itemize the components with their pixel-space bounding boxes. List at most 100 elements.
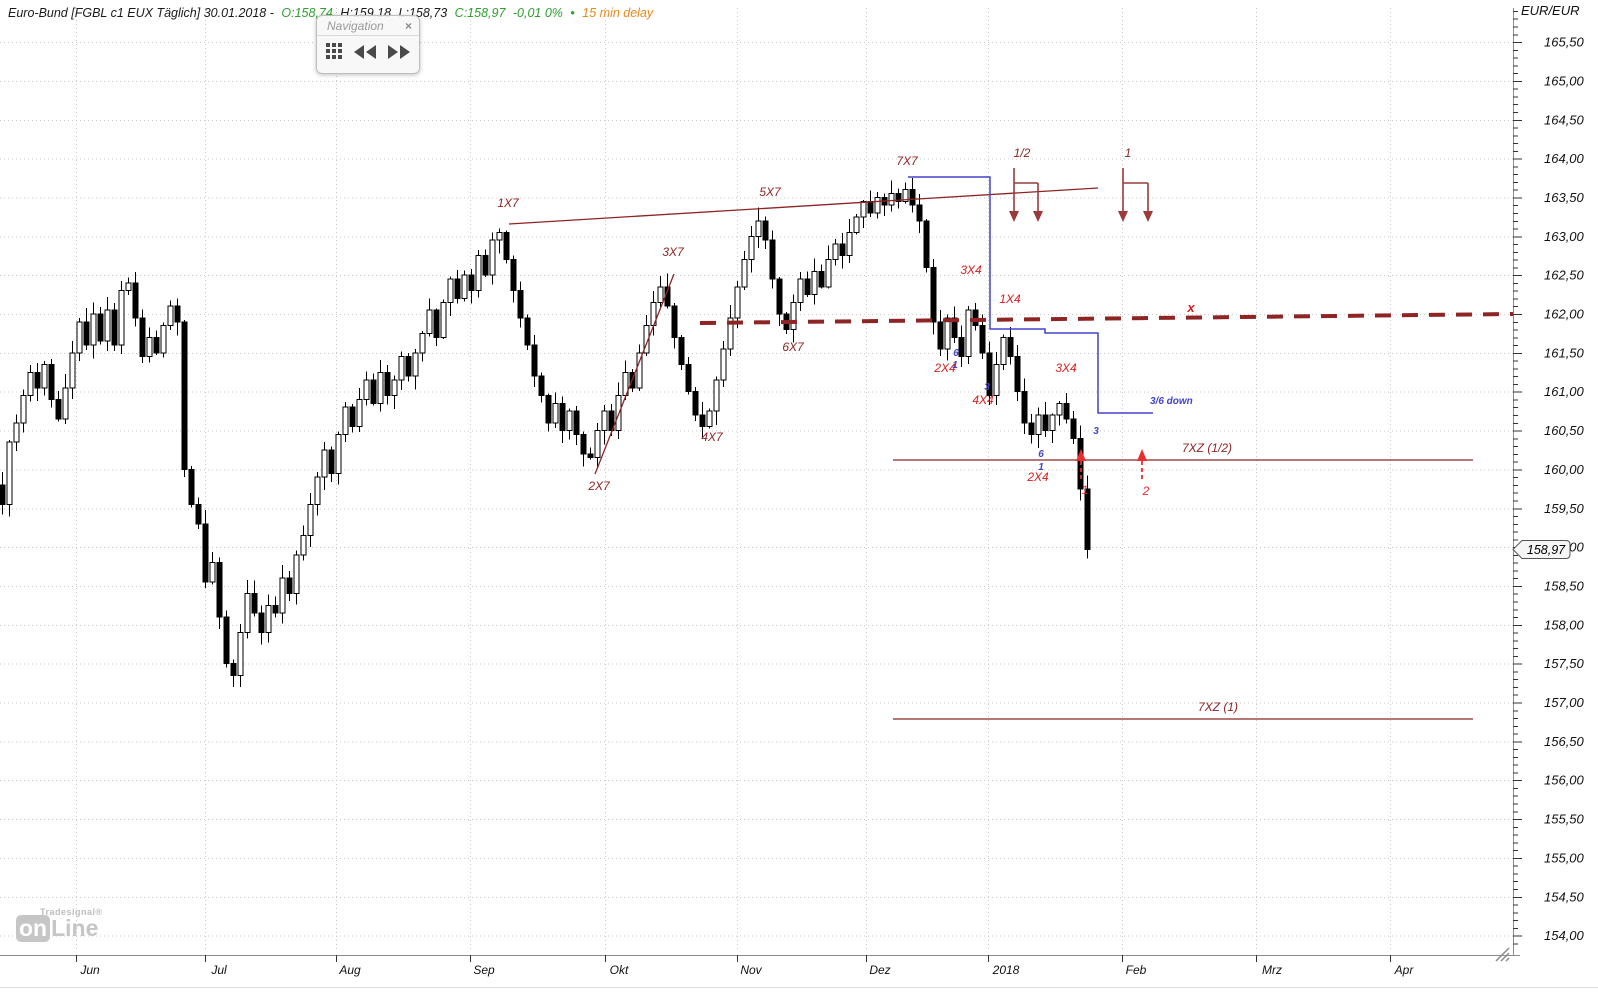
down-arrow-group[interactable]: 1 bbox=[1118, 146, 1153, 222]
month-tick-label: Sep bbox=[473, 963, 495, 977]
target-line-label: 7XZ (1/2) bbox=[1182, 441, 1232, 455]
candlestick-series bbox=[0, 178, 1091, 687]
fast-forward-icon bbox=[386, 44, 411, 65]
month-tick-label: Jun bbox=[79, 963, 100, 977]
down-arrowhead-icon bbox=[1118, 211, 1128, 222]
price-tick-label: 158,00 bbox=[1544, 618, 1585, 633]
signal-label: 1X4 bbox=[999, 292, 1021, 306]
blue-step-line bbox=[908, 176, 1153, 414]
arrow-group-label: 1/2 bbox=[1014, 146, 1031, 160]
dashed-resistance-line bbox=[699, 312, 1514, 325]
up-arrow-label: 1 bbox=[1082, 483, 1089, 497]
price-tick-label: 156,00 bbox=[1544, 773, 1585, 788]
grid-view-button[interactable] bbox=[325, 42, 344, 66]
down-arrow-group[interactable]: 1/2 bbox=[1009, 146, 1043, 222]
price-tick-label: 165,00 bbox=[1544, 74, 1585, 89]
pattern-label: 2X7 bbox=[587, 479, 611, 493]
trendline bbox=[594, 273, 675, 475]
pattern-label: 6X7 bbox=[782, 340, 805, 354]
resize-handle[interactable] bbox=[1495, 947, 1510, 962]
month-tick-label: Apr bbox=[1394, 963, 1415, 977]
down-arrowhead-icon bbox=[1009, 211, 1019, 222]
pattern-label: 1X7 bbox=[497, 196, 520, 210]
month-tick-label: Jul bbox=[210, 963, 227, 977]
last-price-tag: 158,97 bbox=[1512, 540, 1571, 559]
month-tick-label: Mrz bbox=[1262, 963, 1282, 977]
price-tick-label: 157,00 bbox=[1544, 695, 1585, 710]
signal-label: 4X4 bbox=[972, 393, 994, 407]
scroll-back-button[interactable] bbox=[353, 44, 378, 65]
price-tick-label: 156,50 bbox=[1544, 734, 1585, 749]
signal-label: 3X4 bbox=[1055, 361, 1077, 375]
signal-label: 2X4 bbox=[933, 361, 956, 375]
count-label: 1 bbox=[1038, 462, 1044, 473]
pattern-label: 4X7 bbox=[701, 430, 724, 444]
price-tick-label: 158,50 bbox=[1544, 579, 1585, 594]
down-arrowhead-icon bbox=[1033, 211, 1043, 222]
price-tick-label: 162,00 bbox=[1544, 307, 1585, 322]
svg-text:158,97: 158,97 bbox=[1527, 543, 1566, 557]
quote-change: -0,01 0% bbox=[512, 6, 563, 20]
price-tick-label: 157,50 bbox=[1544, 656, 1585, 671]
signal-label: 2X4 bbox=[1026, 470, 1049, 484]
price-tick-label: 165,50 bbox=[1544, 35, 1585, 50]
count-label: 3 bbox=[984, 382, 990, 393]
down-arrowhead-icon bbox=[1143, 211, 1153, 222]
navigation-panel: Navigation × bbox=[316, 15, 420, 74]
price-tick-label: 159,50 bbox=[1544, 501, 1585, 516]
blue-step-label: 3/6 down bbox=[1150, 396, 1193, 407]
price-tick-label: 163,50 bbox=[1544, 190, 1585, 205]
quote-close: C:158,97 bbox=[454, 6, 506, 20]
trendline bbox=[508, 187, 1099, 225]
logo-product-text: on Line bbox=[16, 915, 103, 942]
pattern-label: 5X7 bbox=[759, 185, 782, 199]
price-tick-label: 155,50 bbox=[1544, 812, 1585, 827]
month-tick-label: Aug bbox=[338, 963, 361, 977]
x-marker-label: x bbox=[1186, 300, 1195, 315]
price-tick-label: 155,00 bbox=[1544, 851, 1585, 866]
up-arrow-label: 2 bbox=[1142, 484, 1150, 498]
month-tick-label: 2018 bbox=[992, 963, 1020, 977]
price-tick-label: 154,00 bbox=[1544, 928, 1585, 943]
grid bbox=[0, 8, 1513, 952]
up-arrowhead-icon bbox=[1137, 449, 1147, 461]
price-tick-label: 160,50 bbox=[1544, 423, 1585, 438]
delay-bullet-icon: • bbox=[570, 6, 575, 20]
time-axis[interactable]: Jun Jul Aug Sep Okt Nov Dez 2018 Feb Mrz Apr bbox=[0, 955, 1598, 988]
month-tick-label: Okt bbox=[610, 963, 629, 977]
up-arrow-signal[interactable]: 1 bbox=[1076, 449, 1088, 497]
rewind-icon bbox=[353, 44, 378, 65]
price-tick-label: 162,50 bbox=[1544, 268, 1585, 283]
price-axis[interactable]: 165,50 165,00 164,50 164,00 163,50 163,00 162,… bbox=[1513, 3, 1585, 955]
scroll-forward-button[interactable] bbox=[386, 44, 411, 65]
month-tick-label: Nov bbox=[740, 963, 762, 977]
target-line-label: 7XZ (1) bbox=[1198, 700, 1238, 714]
axis-currency-label: EUR/EUR bbox=[1521, 3, 1580, 18]
count-label: 1 bbox=[952, 360, 958, 371]
signal-label: 3X4 bbox=[960, 263, 982, 277]
count-label: 6 bbox=[1038, 449, 1044, 460]
arrow-group-label: 1 bbox=[1125, 146, 1132, 160]
month-tick-label: Dez bbox=[869, 963, 890, 977]
count-label: 6 bbox=[953, 348, 959, 359]
price-tick-label: 164,50 bbox=[1544, 113, 1585, 128]
chart-header: Euro-Bund [FGBL c1 EUX Täglich] 30.01.20… bbox=[8, 6, 657, 20]
delay-note: 15 min delay bbox=[582, 6, 654, 20]
pattern-label: 3X7 bbox=[662, 245, 685, 259]
logo-brand-text: Tradesignal® bbox=[40, 907, 103, 917]
navigation-panel-title: Navigation bbox=[327, 19, 384, 33]
month-tick-label: Feb bbox=[1126, 963, 1147, 977]
instrument-title: Euro-Bund [FGBL c1 EUX Täglich] 30.01.20… bbox=[8, 6, 274, 20]
price-tick-label: 154,50 bbox=[1544, 890, 1585, 905]
pattern-label: 7X7 bbox=[896, 154, 919, 168]
grid-icon bbox=[325, 42, 344, 66]
up-arrow-signal[interactable]: 2 bbox=[1137, 449, 1150, 498]
drawing-annotations[interactable]: 7XZ (1/2) 7XZ (1) 3/6 down 1X7 2X7 3X7 4X7 5X7 6… bbox=[497, 146, 1514, 720]
count-label: 3 bbox=[1093, 426, 1099, 437]
close-icon[interactable]: × bbox=[404, 19, 412, 33]
price-tick-label: 160,00 bbox=[1544, 462, 1585, 477]
price-tick-label: 161,50 bbox=[1544, 346, 1585, 361]
up-arrowhead-icon bbox=[1076, 449, 1086, 461]
